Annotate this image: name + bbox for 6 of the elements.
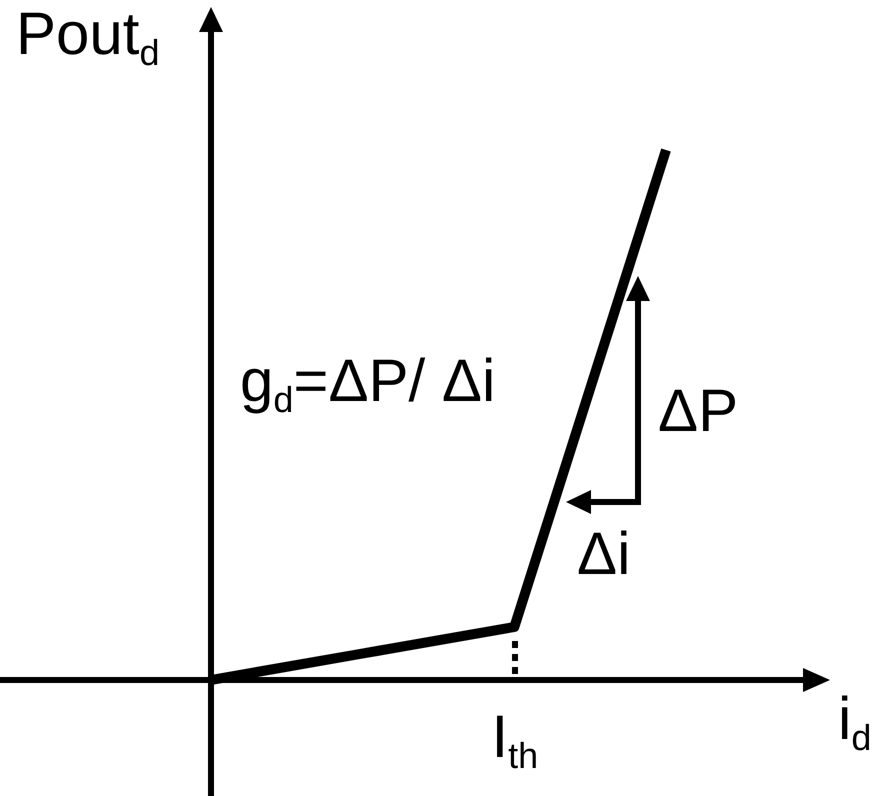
annotation: g$_{d}$=ΔP/ Δi [240, 347, 496, 420]
annotation: Δi [577, 520, 630, 587]
text: I$_{th}$ [492, 703, 538, 776]
x-axis-title: i$_{d}$ [838, 685, 872, 758]
y-axis-title: Pout$_{d}$ [16, 0, 160, 73]
annotation: ΔP [658, 377, 738, 444]
